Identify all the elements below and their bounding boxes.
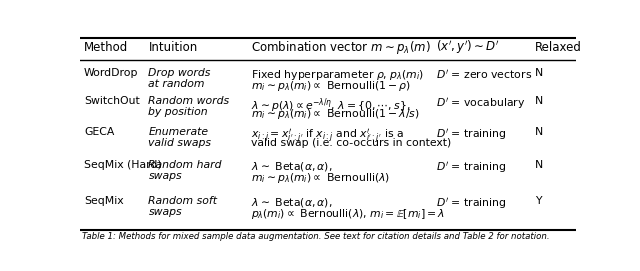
Text: Fixed hyperparameter $\rho$, $p_{\lambda}(m_i)$: Fixed hyperparameter $\rho$, $p_{\lambda… (251, 68, 424, 82)
Text: $\lambda \sim$ Beta$(\alpha, \alpha)$,: $\lambda \sim$ Beta$(\alpha, \alpha)$, (251, 160, 333, 173)
Text: swaps: swaps (148, 207, 182, 217)
Text: Y: Y (535, 196, 542, 206)
Text: N: N (535, 96, 543, 106)
Text: N: N (535, 68, 543, 78)
Text: $\lambda \sim$ Beta$(\alpha, \alpha)$,: $\lambda \sim$ Beta$(\alpha, \alpha)$, (251, 196, 333, 209)
Text: SeqMix: SeqMix (84, 196, 124, 206)
Text: valid swap (i.e. co-occurs in context): valid swap (i.e. co-occurs in context) (251, 138, 451, 148)
Text: Enumerate: Enumerate (148, 127, 209, 137)
Text: $D^{\prime}$ = zero vectors: $D^{\prime}$ = zero vectors (436, 68, 532, 81)
Text: $m_i \sim p_{\lambda}(m_i) \propto$ Bernoulli$(1 - \lambda/s)$: $m_i \sim p_{\lambda}(m_i) \propto$ Bern… (251, 107, 420, 121)
Text: WordDrop: WordDrop (84, 68, 138, 78)
Text: $(x^{\prime}, y^{\prime}) \sim D^{\prime}$: $(x^{\prime}, y^{\prime}) \sim D^{\prime… (436, 38, 500, 56)
Text: at random: at random (148, 79, 205, 89)
Text: N: N (535, 127, 543, 137)
Text: $m_i \sim p_{\lambda}(m_i) \propto$ Bernoulli$(\lambda)$: $m_i \sim p_{\lambda}(m_i) \propto$ Bern… (251, 171, 390, 185)
Text: Random words: Random words (148, 96, 230, 106)
Text: $D^{\prime}$ = training: $D^{\prime}$ = training (436, 196, 507, 211)
Text: $x_{i:j} = x^{\prime}_{i^{\prime}:j^{\prime}}$ if $x_{i:j}$ and $x^{\prime}_{i^{: $x_{i:j} = x^{\prime}_{i^{\prime}:j^{\pr… (251, 127, 404, 146)
Text: $\lambda \sim p(\lambda) \propto e^{-\lambda/\eta}$, $\lambda = \{0, \cdots, s\}: $\lambda \sim p(\lambda) \propto e^{-\la… (251, 96, 410, 115)
Text: valid swaps: valid swaps (148, 138, 211, 148)
Text: Relaxed: Relaxed (535, 41, 582, 54)
Text: $D^{\prime}$ = vocabulary: $D^{\prime}$ = vocabulary (436, 96, 525, 111)
Text: Table 1: Methods for mixed sample data augmentation. See text for citation detai: Table 1: Methods for mixed sample data a… (83, 232, 550, 241)
Text: GECA: GECA (84, 127, 115, 137)
Text: $m_i \sim p_{\lambda}(m_i) \propto$ Bernoulli$(1 - \rho)$: $m_i \sim p_{\lambda}(m_i) \propto$ Bern… (251, 79, 411, 93)
Text: SwitchOut: SwitchOut (84, 96, 140, 106)
Text: N: N (535, 160, 543, 170)
Text: SeqMix (Hard): SeqMix (Hard) (84, 160, 161, 170)
Text: Method: Method (84, 41, 128, 54)
Text: $p_{\lambda}(m_i) \propto$ Bernoulli$(\lambda)$, $m_i = \mathbb{E}[m_i] = \lambd: $p_{\lambda}(m_i) \propto$ Bernoulli$(\l… (251, 207, 445, 221)
Text: Intuition: Intuition (148, 41, 198, 54)
Text: $D^{\prime}$ = training: $D^{\prime}$ = training (436, 127, 507, 143)
Text: by position: by position (148, 107, 208, 117)
Text: Combination vector $m \sim p_{\lambda}(m)$: Combination vector $m \sim p_{\lambda}(m… (251, 39, 431, 56)
Text: Drop words: Drop words (148, 68, 211, 78)
Text: Random hard: Random hard (148, 160, 222, 170)
Text: $D^{\prime}$ = training: $D^{\prime}$ = training (436, 160, 507, 175)
Text: Random soft: Random soft (148, 196, 218, 206)
Text: swaps: swaps (148, 171, 182, 181)
